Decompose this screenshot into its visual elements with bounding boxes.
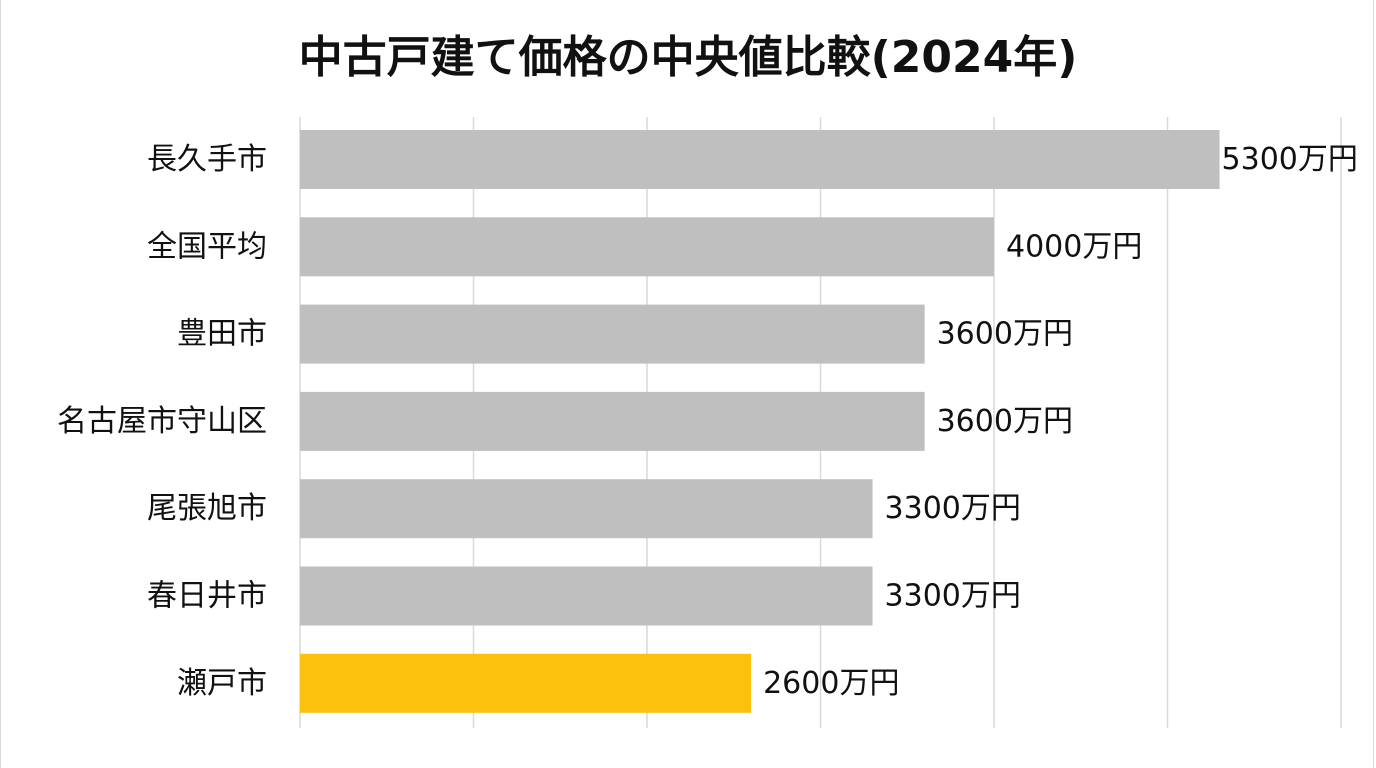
category-label: 長久手市 xyxy=(147,142,267,177)
value-label: 2600万円 xyxy=(763,666,899,701)
category-label: 尾張旭市 xyxy=(147,491,267,526)
value-label: 4000万円 xyxy=(1006,229,1142,264)
category-label: 瀬戸市 xyxy=(177,666,267,701)
value-label: 3600万円 xyxy=(937,317,1073,352)
category-label: 豊田市 xyxy=(177,317,267,352)
bars xyxy=(300,130,1220,713)
category-label: 春日井市 xyxy=(147,579,267,614)
value-label: 5300万円 xyxy=(1222,142,1358,177)
bar xyxy=(300,391,925,451)
category-label: 全国平均 xyxy=(147,229,267,264)
value-labels: 5300万円 4000万円 3600万円 3600万円 3300万円 3300万円 2600… xyxy=(763,142,1358,701)
chart-title: 中古戸建て価格の中央値比較(2024年) xyxy=(299,32,1078,83)
value-label: 3300万円 xyxy=(885,579,1021,614)
bar xyxy=(300,479,873,539)
value-label: 3600万円 xyxy=(937,404,1073,439)
bar xyxy=(300,304,925,364)
bar xyxy=(300,217,994,277)
value-label: 3300万円 xyxy=(885,491,1021,526)
bar xyxy=(300,566,873,626)
bar xyxy=(300,130,1220,189)
category-label: 名古屋市守山区 xyxy=(57,404,267,439)
bar xyxy=(300,653,752,713)
